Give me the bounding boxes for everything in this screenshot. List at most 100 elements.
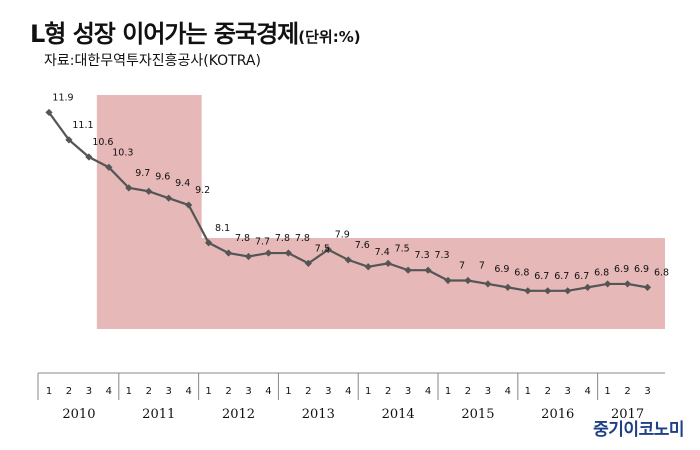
quarter-tick-label: 1 (285, 386, 291, 397)
data-point-marker (384, 259, 392, 267)
data-label: 7.8 (295, 233, 310, 244)
data-label: 7.3 (415, 250, 430, 261)
quarter-tick-label: 4 (106, 386, 112, 397)
page-title: L형 성장 이어가는 중국경제(단위:%) (30, 14, 361, 49)
data-point-marker (125, 184, 133, 192)
data-label: 10.6 (92, 137, 113, 148)
data-label: 6.7 (554, 271, 569, 282)
quarter-tick-label: 3 (245, 386, 251, 397)
data-point-marker (344, 256, 352, 264)
data-point-marker (264, 249, 273, 257)
data-point-marker (145, 187, 153, 195)
data-label: 7.8 (235, 233, 250, 244)
data-label: 11.9 (52, 92, 73, 103)
data-label: 7 (479, 261, 485, 272)
year-label: 2010 (62, 407, 95, 422)
quarter-tick-label: 3 (565, 386, 571, 397)
data-point-marker (464, 276, 472, 285)
highlight-bands (96, 95, 665, 329)
data-point-marker (623, 280, 632, 288)
data-label: 7.4 (375, 247, 390, 258)
quarter-tick-label: 4 (425, 386, 431, 397)
data-point-marker (284, 249, 292, 257)
data-label: 7.5 (395, 243, 410, 254)
data-point-marker (424, 266, 432, 274)
data-label: 6.7 (574, 271, 589, 282)
quarter-tick-label: 3 (644, 386, 650, 397)
data-label: 6.8 (594, 267, 609, 278)
quarter-tick-label: 2 (146, 386, 152, 397)
brand-logo: 중기이코노미 (593, 420, 684, 440)
data-point-marker (364, 263, 372, 271)
quarter-tick-label: 2 (66, 386, 72, 397)
data-label: 10.3 (112, 147, 133, 158)
title-unit: (단위:%) (298, 28, 361, 46)
data-point-marker (105, 163, 113, 171)
data-label: 9.4 (175, 178, 190, 189)
quarter-tick-label: 4 (185, 386, 191, 397)
gdp-growth-series (45, 108, 652, 295)
data-label: 6.8 (514, 267, 529, 278)
year-label: 2011 (142, 407, 175, 422)
quarter-tick-label: 3 (405, 386, 411, 397)
data-label: 7.7 (255, 236, 270, 247)
data-point-marker (564, 287, 572, 295)
year-label: 2014 (382, 407, 415, 422)
data-point-marker (65, 136, 73, 144)
data-label: 9.6 (155, 171, 170, 182)
quarter-tick-label: 2 (624, 386, 630, 397)
data-point-marker (444, 276, 452, 285)
data-point-marker (484, 280, 492, 288)
quarter-tick-label: 1 (205, 386, 211, 397)
quarter-tick-label: 3 (485, 386, 491, 397)
quarter-tick-label: 4 (345, 386, 351, 397)
quarter-tick-label: 1 (46, 386, 52, 397)
quarter-tick-label: 3 (86, 386, 92, 397)
data-point-marker (604, 280, 612, 288)
quarter-tick-label: 1 (126, 386, 132, 397)
data-point-marker (304, 259, 312, 267)
data-point-marker (524, 287, 532, 295)
data-point-marker (504, 283, 512, 291)
data-label: 9.7 (135, 168, 150, 179)
data-labels: 11.9 11.1 10.610.39.7 9.6 9.4 9.2 8.1 7.8 7.7 7.8… (52, 92, 669, 281)
data-label: 6.9 (614, 264, 629, 275)
data-label: 6.8 (654, 267, 669, 278)
data-label: 7.9 (335, 230, 350, 241)
quarter-tick-label: 1 (445, 386, 451, 397)
data-point-marker (165, 194, 173, 202)
year-label: 2013 (302, 407, 335, 422)
data-point-marker (45, 108, 53, 117)
data-label: 9.2 (195, 185, 210, 196)
year-label: 2015 (461, 407, 494, 422)
data-point-marker (185, 201, 193, 209)
data-label: 7.5 (315, 243, 330, 254)
data-label: 6.7 (534, 271, 549, 282)
highlight-band (96, 95, 202, 329)
x-axis: 1 2 3 4 1 2 3 4 1 2 3 4 1 2 3 4 1 2 3 4 1 2 3 4 1 2 3 4 1 2 3 2010 2011 2… (37, 372, 665, 422)
data-point-marker (205, 239, 213, 247)
quarter-tick-label: 2 (545, 386, 551, 397)
data-label: 6.9 (494, 264, 509, 275)
year-label: 2017 (611, 407, 644, 422)
quarter-tick-label: 4 (584, 386, 590, 397)
data-point-marker (224, 249, 233, 257)
quarter-tick-label: 3 (325, 386, 331, 397)
data-label: 6.9 (634, 264, 649, 275)
data-label: 11.1 (72, 120, 93, 131)
year-label: 2012 (222, 407, 255, 422)
year-label: 2016 (541, 407, 574, 422)
data-label: 7.6 (355, 240, 370, 251)
data-label: 7 (459, 261, 465, 272)
data-point-marker (324, 246, 332, 254)
data-point-marker (584, 283, 592, 291)
data-point-marker (404, 266, 412, 274)
data-label: 8.1 (215, 223, 230, 234)
title-text: L형 성장 이어가는 중국경제 (30, 20, 299, 48)
quarter-tick-label: 2 (385, 386, 391, 397)
quarter-tick-label: 2 (305, 386, 311, 397)
source-note: 자료:대한무역투자진흥공사(KOTRA) (44, 53, 261, 69)
quarter-tick-label: 2 (225, 386, 231, 397)
quarter-tick-label: 4 (265, 386, 271, 397)
